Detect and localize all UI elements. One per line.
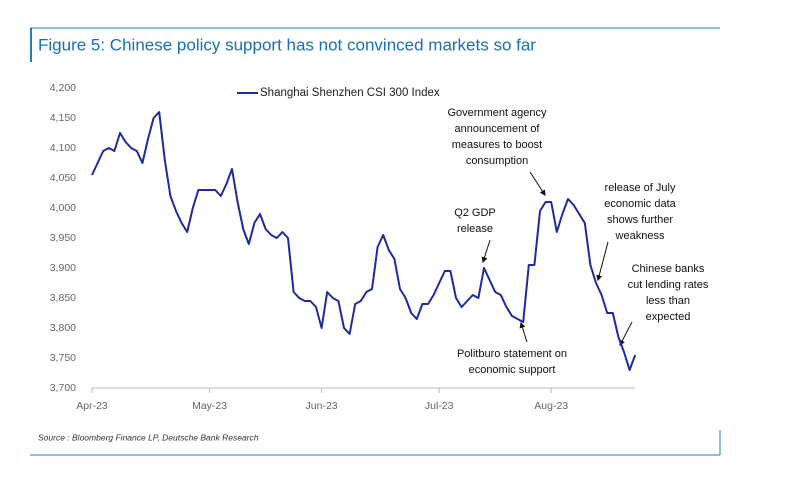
arrow bbox=[619, 321, 633, 347]
annotation: economic data bbox=[604, 198, 676, 210]
legend-label: Shanghai Shenzhen CSI 300 Index bbox=[260, 87, 440, 99]
annotation: consumption bbox=[466, 155, 528, 167]
y-tick-label: 4,100 bbox=[50, 142, 76, 154]
annotation: release bbox=[457, 223, 493, 235]
x-tick-label: May-23 bbox=[192, 400, 227, 412]
annotation: Chinese banks bbox=[632, 263, 705, 275]
annotation: release of July bbox=[605, 182, 676, 194]
arrow bbox=[529, 171, 546, 197]
chart-title: Figure 5: Chinese policy support has not… bbox=[38, 35, 536, 54]
y-tick-label: 4,050 bbox=[50, 172, 76, 184]
annotation: shows further bbox=[607, 214, 673, 226]
annotation: economic support bbox=[469, 364, 556, 376]
y-tick-label: 3,900 bbox=[50, 262, 76, 274]
arrow bbox=[481, 239, 491, 264]
source: Source : Bloomberg Finance LP, Deutsche … bbox=[38, 432, 259, 442]
y-tick-label: 4,150 bbox=[50, 112, 76, 124]
x-tick-label: Aug-23 bbox=[534, 400, 568, 412]
arrow bbox=[596, 241, 609, 282]
annotation: measures to boost bbox=[452, 139, 543, 151]
annotation: weakness bbox=[615, 230, 665, 242]
series-line bbox=[91, 111, 637, 371]
annotation: Politburo statement on bbox=[457, 348, 567, 360]
y-tick-label: 4,000 bbox=[50, 202, 76, 214]
annotation: announcement of bbox=[454, 123, 540, 135]
annotation: cut lending rates bbox=[628, 279, 709, 291]
y-tick-label: 4,200 bbox=[50, 82, 76, 94]
y-tick-label: 3,700 bbox=[50, 382, 76, 394]
annotation: less than bbox=[646, 295, 690, 307]
y-tick-label: 3,750 bbox=[50, 352, 76, 364]
y-tick-label: 3,950 bbox=[50, 232, 76, 244]
y-tick-label: 3,800 bbox=[50, 322, 76, 334]
annotation: Q2 GDP bbox=[454, 207, 496, 219]
y-tick-label: 3,850 bbox=[50, 292, 76, 304]
arrow bbox=[519, 321, 528, 343]
x-tick-label: Apr-23 bbox=[76, 400, 108, 412]
x-tick-label: Jul-23 bbox=[425, 400, 454, 412]
annotation: Government agency bbox=[447, 107, 547, 119]
annotation: expected bbox=[646, 311, 691, 323]
x-tick-label: Jun-23 bbox=[306, 400, 338, 412]
